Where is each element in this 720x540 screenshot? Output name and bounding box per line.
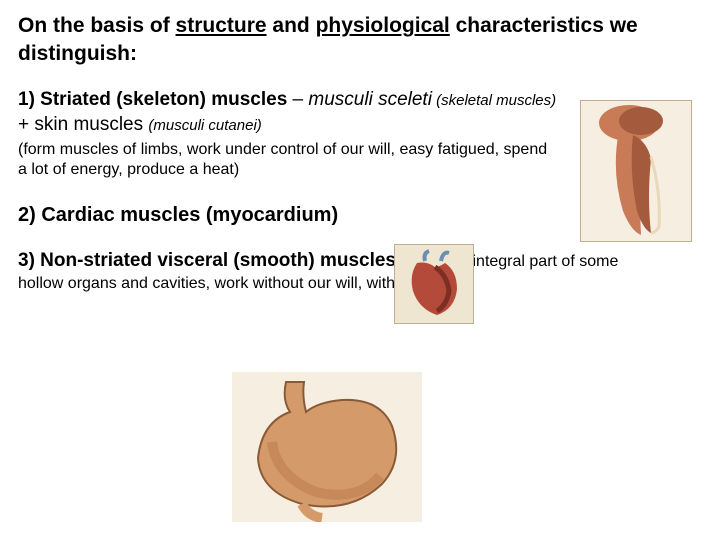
- section1-paren: (skeletal muscles): [432, 92, 556, 109]
- heading-mid: and: [267, 14, 316, 37]
- heading-pre: On the basis of: [18, 14, 176, 37]
- section3-description: hollow organs and cavities, work without…: [18, 274, 702, 294]
- heading-underline-structure: structure: [176, 14, 267, 37]
- section1-line2-pre: +: [18, 114, 34, 135]
- heart-image: [394, 244, 474, 324]
- section1-line2-main: skin muscles: [34, 114, 148, 135]
- section1-dash: –: [287, 89, 308, 110]
- section3-lead: 3) Non-striated visceral (smooth) muscle…: [18, 250, 396, 271]
- section1-lead: 1) Striated (skeleton) muscles: [18, 89, 287, 110]
- heading-underline-physiological: physiological: [316, 14, 450, 37]
- stomach-image: [232, 372, 422, 522]
- section-smooth: 3) Non-striated visceral (smooth) muscle…: [18, 249, 702, 294]
- section1-latin: musculi sceleti: [308, 89, 432, 110]
- section1-line2-paren: (musculi cutanei): [148, 117, 261, 134]
- slide-heading: On the basis of structure and physiologi…: [18, 12, 702, 69]
- arm-muscles-image: [580, 100, 692, 242]
- section1-description: (form muscles of limbs, work under contr…: [18, 140, 558, 180]
